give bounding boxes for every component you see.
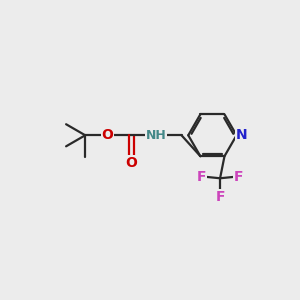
Text: F: F (215, 190, 225, 203)
Text: N: N (236, 128, 248, 142)
Text: O: O (125, 156, 137, 170)
Text: O: O (101, 128, 113, 142)
Text: NH: NH (146, 129, 167, 142)
Text: F: F (234, 170, 243, 184)
Text: F: F (197, 170, 207, 184)
